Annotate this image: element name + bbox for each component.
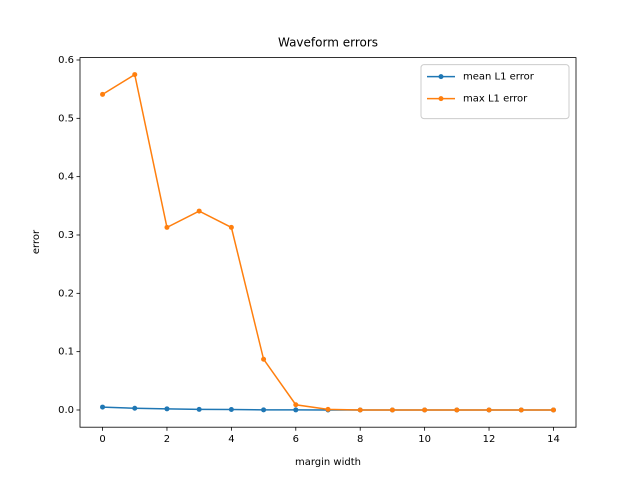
x-tick-label: 4 [228, 434, 234, 445]
point [357, 407, 363, 413]
point [228, 407, 234, 413]
point [389, 407, 395, 413]
point [196, 406, 202, 412]
y-tick-label: 0.2 [58, 288, 74, 299]
point [422, 407, 428, 413]
y-tick-label: 0.1 [58, 347, 74, 358]
point [261, 356, 267, 362]
legend-marker [438, 96, 444, 102]
y-tick-label: 0.4 [58, 172, 74, 183]
y-tick-label: 0.5 [58, 113, 74, 124]
axes-frame [79, 57, 577, 428]
x-axis-label: margin width [295, 457, 361, 468]
x-tick-label: 12 [483, 434, 496, 445]
point [454, 407, 460, 413]
legend-marker [438, 74, 444, 80]
x-tick-label: 14 [547, 434, 560, 445]
chart-title: Waveform errors [278, 36, 378, 50]
legend-label: max L1 error [463, 94, 528, 105]
point [325, 406, 331, 412]
x-tick-label: 0 [99, 434, 105, 445]
legend-box [420, 64, 570, 120]
point [100, 404, 106, 410]
point [228, 224, 234, 230]
point [196, 208, 202, 214]
x-tick-label: 10 [418, 434, 431, 445]
y-tick-label: 0.6 [58, 55, 74, 66]
y-tick-label: 0.3 [58, 230, 74, 241]
y-axis-label: error [31, 229, 42, 254]
point [486, 407, 492, 413]
point [164, 224, 170, 230]
x-tick-label: 6 [293, 434, 299, 445]
point [132, 405, 138, 411]
point [100, 91, 106, 97]
point [293, 402, 299, 408]
point [132, 72, 138, 78]
point [261, 407, 267, 413]
y-tick-label: 0.0 [58, 405, 74, 416]
point [293, 407, 299, 413]
legend-label: mean L1 error [463, 72, 535, 83]
point [550, 407, 556, 413]
x-tick-label: 2 [164, 434, 170, 445]
point [518, 407, 524, 413]
x-tick-label: 8 [357, 434, 363, 445]
point [164, 406, 170, 412]
